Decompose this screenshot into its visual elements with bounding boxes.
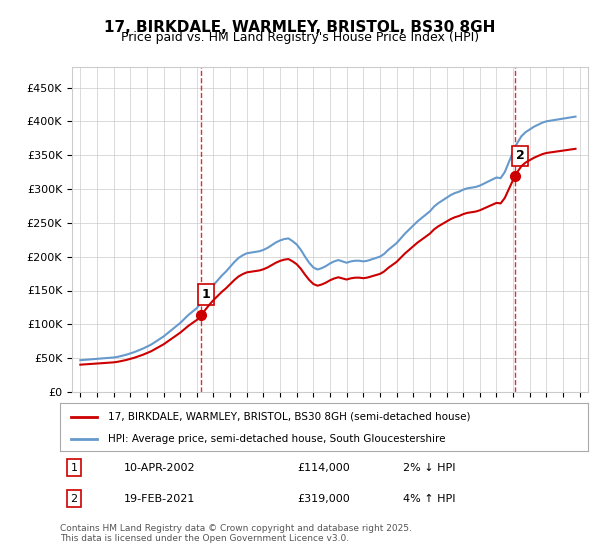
Text: 4% ↑ HPI: 4% ↑ HPI	[403, 494, 456, 503]
Text: 2: 2	[71, 494, 77, 503]
Text: £114,000: £114,000	[298, 463, 350, 473]
Text: 19-FEB-2021: 19-FEB-2021	[124, 494, 195, 503]
Text: £319,000: £319,000	[298, 494, 350, 503]
Text: 2: 2	[516, 150, 524, 162]
Text: 1: 1	[202, 288, 211, 301]
Text: Contains HM Land Registry data © Crown copyright and database right 2025.
This d: Contains HM Land Registry data © Crown c…	[60, 524, 412, 543]
Text: 10-APR-2002: 10-APR-2002	[124, 463, 195, 473]
Text: 2% ↓ HPI: 2% ↓ HPI	[403, 463, 456, 473]
Text: 17, BIRKDALE, WARMLEY, BRISTOL, BS30 8GH (semi-detached house): 17, BIRKDALE, WARMLEY, BRISTOL, BS30 8GH…	[107, 412, 470, 422]
Text: Price paid vs. HM Land Registry's House Price Index (HPI): Price paid vs. HM Land Registry's House …	[121, 31, 479, 44]
Text: 17, BIRKDALE, WARMLEY, BRISTOL, BS30 8GH: 17, BIRKDALE, WARMLEY, BRISTOL, BS30 8GH	[104, 20, 496, 35]
Text: 1: 1	[71, 463, 77, 473]
Text: HPI: Average price, semi-detached house, South Gloucestershire: HPI: Average price, semi-detached house,…	[107, 434, 445, 444]
